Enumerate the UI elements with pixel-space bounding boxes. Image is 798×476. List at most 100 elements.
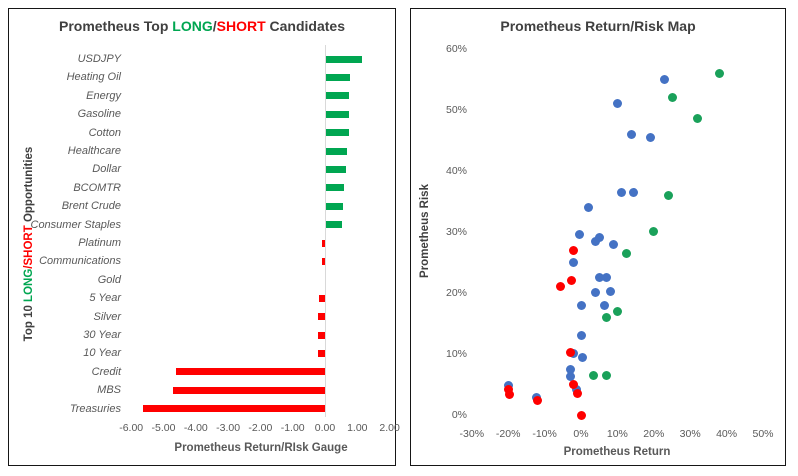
category-label: Silver	[93, 310, 121, 323]
scatter-plot-area: 0% 10% 20% 30% 40% 50% 60% -30% -20% -10% 0% 10% 20%…	[411, 9, 785, 465]
short-bar	[321, 257, 325, 265]
top-long-point	[667, 93, 677, 103]
y-tick-label: 0%	[451, 409, 467, 421]
category-label: Healthcare	[67, 145, 121, 157]
short-bar	[175, 368, 325, 376]
x-tick-label: -4.00	[183, 422, 208, 434]
top-short-point	[556, 282, 566, 292]
y-tick-label: 20%	[445, 286, 467, 299]
category-label: Energy	[86, 89, 121, 102]
top-short-point	[532, 395, 542, 405]
other-point	[612, 99, 622, 109]
short-bar	[142, 405, 325, 413]
category-label: Gold	[97, 273, 121, 286]
top-short-point	[503, 384, 513, 394]
x-tick-label: -5.00	[151, 422, 176, 434]
short-bar	[173, 386, 325, 394]
top-long-point	[692, 114, 702, 124]
long-bar	[326, 55, 362, 63]
x-tick-label: 50%	[752, 428, 774, 440]
long-bar	[326, 129, 349, 137]
x-tick-label: 0%	[573, 428, 589, 440]
top-short-point	[572, 389, 582, 399]
other-point	[591, 236, 601, 246]
category-label: 5 Year	[89, 292, 121, 305]
other-point	[578, 352, 588, 362]
top-long-point	[601, 370, 611, 380]
category-label: Dollar	[92, 163, 121, 176]
other-point	[565, 372, 575, 382]
x-tick-label: 10%	[606, 428, 628, 440]
other-point	[576, 331, 586, 341]
x-tick-label: -2.00	[248, 422, 273, 434]
category-label: Platinum	[78, 237, 121, 249]
long-bar	[326, 147, 347, 155]
other-point	[627, 129, 637, 139]
other-point	[609, 239, 619, 249]
short-bar	[318, 294, 325, 302]
other-point	[605, 286, 615, 296]
long-bar	[326, 184, 344, 192]
other-point	[574, 230, 584, 240]
other-point	[600, 300, 610, 310]
category-label: Communications	[39, 255, 121, 268]
x-tick-label: 30%	[679, 428, 701, 440]
top-short-point	[569, 379, 579, 389]
left-title-prefix: Prometheus Top	[58, 18, 173, 34]
x-tick-label: 0.00	[314, 422, 336, 434]
category-label: Treasuries	[69, 402, 121, 415]
x-tick-label: -20%	[495, 428, 521, 440]
right-chart-title: Prometheus Return/Risk Map	[500, 18, 696, 34]
other-point	[660, 74, 670, 84]
top-short-point	[576, 410, 586, 420]
long-bar	[326, 110, 350, 118]
category-label: Gasoline	[77, 108, 121, 121]
category-label: BCOMTR	[73, 181, 121, 194]
top-long-point	[663, 190, 673, 200]
other-point	[583, 202, 593, 212]
long-bar	[326, 202, 343, 210]
left-title-long: LONG	[172, 18, 213, 34]
category-label: USDJPY	[77, 53, 121, 65]
category-label: Heating Oil	[66, 71, 121, 84]
top-long-point	[622, 248, 632, 258]
category-label: Consumer Staples	[30, 218, 122, 231]
short-bar	[317, 331, 325, 339]
other-point	[629, 187, 639, 197]
y-tick-label: 10%	[445, 347, 467, 360]
top-long-point	[649, 227, 659, 237]
x-tick-label: -1.00	[280, 422, 305, 434]
x-tick-label: -6.00	[119, 422, 144, 434]
short-bar	[317, 313, 325, 321]
other-point	[569, 257, 579, 267]
other-point	[645, 132, 655, 142]
top-short-point	[504, 389, 514, 399]
left-title-short: SHORT	[216, 18, 266, 34]
category-label: 30 Year	[83, 329, 121, 341]
return-risk-map-chart: Prometheus Return/Risk Map Prometheus Ri…	[410, 8, 786, 466]
long-bar	[326, 92, 350, 100]
x-tick-label: 20%	[643, 428, 665, 440]
top-long-point	[589, 370, 599, 380]
category-label: MBS	[97, 384, 121, 397]
x-tick-label: -10%	[532, 428, 557, 440]
other-point	[601, 273, 611, 283]
x-tick-label: 40%	[716, 428, 738, 440]
top-long-point	[612, 306, 622, 316]
other-point	[594, 273, 604, 283]
long-bar	[326, 73, 351, 81]
left-title-suffix: Candidates	[265, 18, 345, 34]
x-tick-label: -30%	[459, 428, 485, 440]
value-axis-line	[325, 45, 326, 417]
bar-plot-area: USDJPY Heating Oil Energy Gasoline Cotton Hea…	[9, 9, 400, 465]
short-bar	[321, 239, 325, 247]
long-bar	[326, 221, 343, 229]
right-x-axis-title: Prometheus Return	[563, 446, 671, 458]
left-title-slash: /	[212, 18, 217, 34]
other-point	[591, 288, 601, 298]
y-tick-label: 40%	[445, 164, 467, 177]
top-short-point	[567, 276, 577, 286]
y-tick-label: 30%	[445, 225, 467, 238]
short-bar	[317, 349, 325, 357]
